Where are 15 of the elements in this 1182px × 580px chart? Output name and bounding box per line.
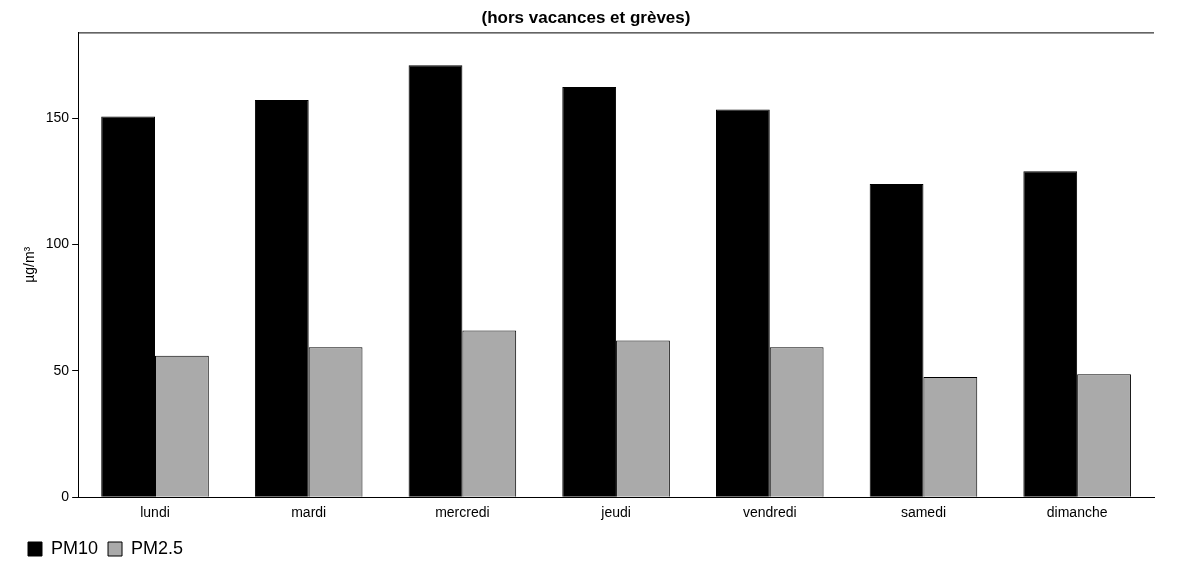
legend-label: PM10 — [51, 537, 99, 558]
y-tick-label: 150 — [45, 109, 70, 126]
x-tick-label: lundi — [140, 504, 170, 521]
y-tick-label: 100 — [45, 235, 70, 252]
y-axis-title: µg/m³ — [21, 246, 38, 283]
chart-title: (hors vacances et grèves) — [481, 7, 691, 27]
x-tick-label: samedi — [900, 504, 947, 521]
y-tick-label: 50 — [53, 361, 70, 378]
x-tick-label: jeudi — [600, 504, 631, 521]
x-tick-label: mercredi — [435, 504, 490, 521]
x-tick-label: dimanche — [1046, 504, 1108, 521]
x-tick-label: vendredi — [742, 504, 797, 521]
x-tick-label: mardi — [291, 504, 327, 521]
y-tick-label: 0 — [61, 488, 70, 505]
legend-label: PM2.5 — [131, 537, 184, 558]
